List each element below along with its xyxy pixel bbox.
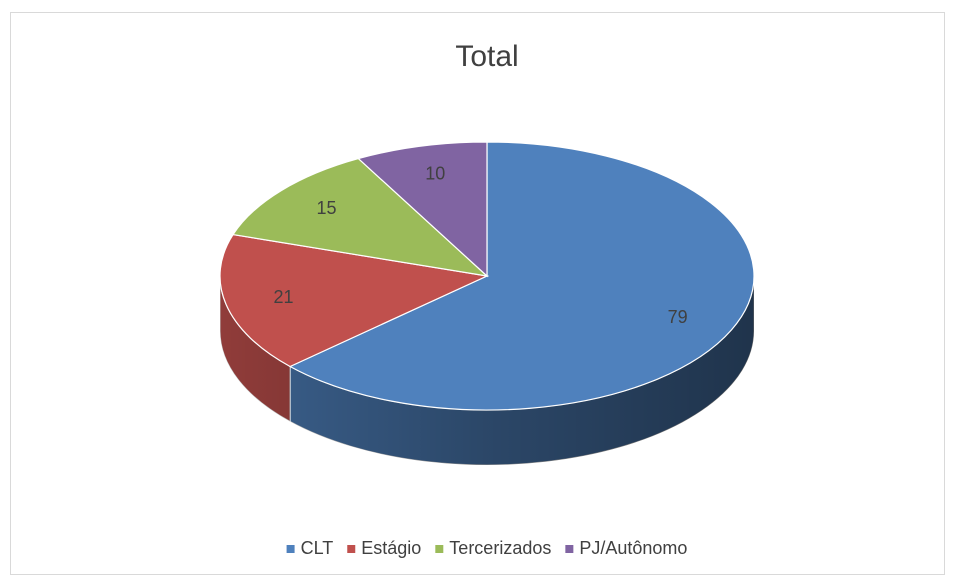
pie-tops [219,141,755,411]
slice [232,157,489,277]
slice [219,233,490,368]
data-label: 21 [273,287,293,307]
legend-swatch [347,545,356,553]
legend: CLT Estágio Tercerizados PJ/Autônomo [286,538,687,558]
data-label: 10 [425,164,445,184]
legend-label: Estágio [361,538,421,558]
data-label: 79 [668,307,688,327]
legend-item: Estágio [347,538,421,558]
slice [288,141,755,411]
chart-title: Total [455,40,518,73]
slice-side-shade [290,276,754,466]
legend-swatch [565,545,574,553]
legend-label: PJ/Autônomo [579,538,687,558]
legend-swatch [286,545,295,553]
legend-label: CLT [301,538,334,558]
slice-side-shade [220,276,291,422]
legend-item: PJ/Autônomo [565,538,687,558]
legend-swatch [435,545,444,553]
legend-item: CLT [286,538,334,558]
slice [357,141,488,278]
data-label: 15 [317,198,337,218]
data-labels: 79 21 15 10 [273,164,687,327]
legend-label: Tercerizados [449,538,551,558]
legend-item: Tercerizados [435,538,551,558]
